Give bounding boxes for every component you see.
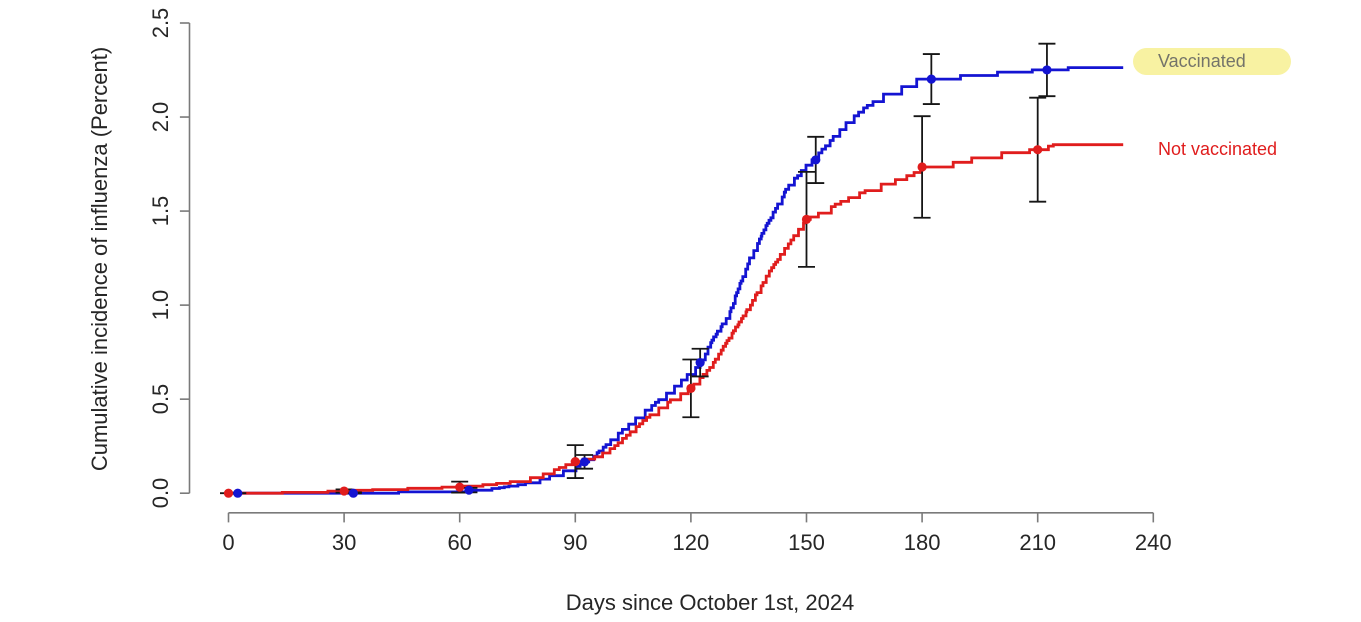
not-vaccinated-point [917,162,927,172]
y-axis-title: Cumulative incidence of influenza (Perce… [87,46,112,472]
legend-vaccinated-highlight: Vaccinated [1133,48,1291,75]
vaccinated-point [348,488,358,498]
legend-vaccinated-label: Vaccinated [1158,51,1246,71]
not-vaccinated-point [801,214,812,224]
x-tick-label: 150 [788,530,825,555]
y-tick-label: 0.0 [148,477,173,509]
x-tick-label: 60 [447,530,472,555]
vaccinated-curve [228,66,1124,495]
vaccinated-point [579,457,590,467]
not-vaccinated-point [1033,145,1043,155]
y-tick-label: 2.0 [148,101,173,133]
vaccinated-point [695,357,705,368]
not-vaccinated-point [686,383,696,393]
legend-not-vaccinated-label: Not vaccinated [1158,139,1278,159]
vaccinated-point [1042,65,1052,75]
vaccinated-point [464,485,474,495]
x-tick-label: 30 [331,530,357,555]
not-vaccinated-curve [228,143,1124,495]
x-tick-label: 90 [563,530,588,555]
not-vaccinated-point [570,457,580,467]
not-vaccinated-point [339,486,349,496]
vaccinated-point [233,488,243,498]
not-vaccinated-point [223,488,234,498]
y-tick-label: 0.5 [148,383,173,415]
vaccinated-point [926,74,936,84]
y-tick-label: 1.5 [148,195,173,227]
x-axis-title: Days since October 1st, 2024 [565,590,855,615]
x-tick-label: 0 [222,530,235,555]
y-tick-label: 2.5 [148,7,173,39]
vaccinated-point [811,155,821,165]
x-tick-label: 180 [903,530,941,555]
x-tick-label: 240 [1134,530,1172,555]
y-tick-label: 1.0 [148,289,173,321]
x-tick-label: 210 [1019,530,1057,555]
x-tick-label: 120 [672,530,710,555]
not-vaccinated-point [455,482,465,492]
